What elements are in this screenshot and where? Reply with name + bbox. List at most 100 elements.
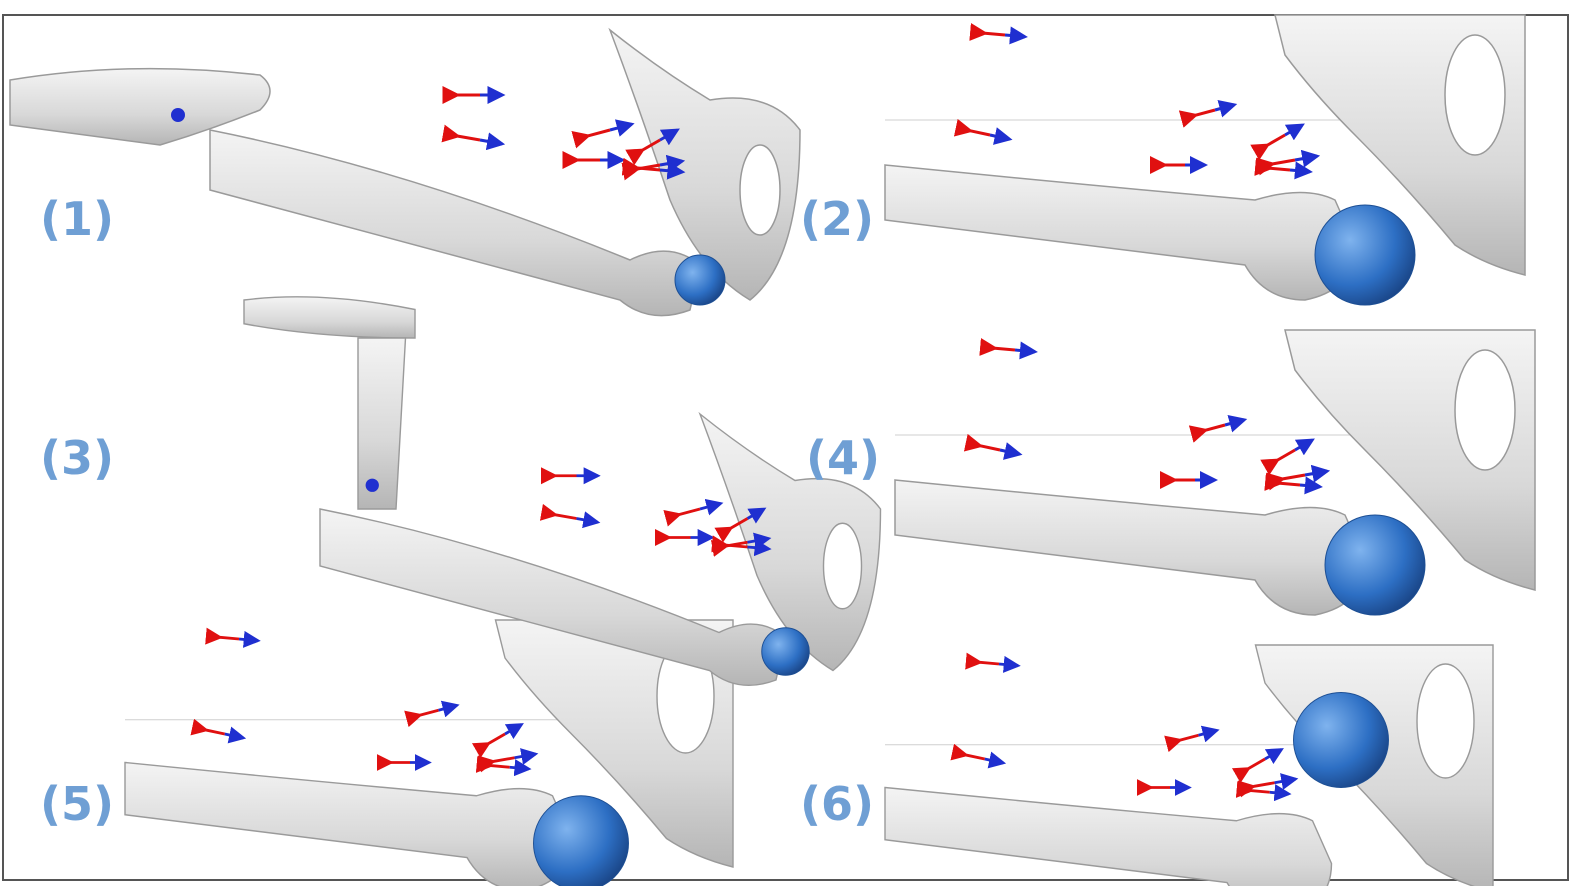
femoral-head (674, 254, 726, 306)
foot (243, 296, 416, 339)
force-arrow-red (963, 433, 1001, 452)
force-arrow-blue (238, 630, 261, 648)
force-arrow-blue (1014, 341, 1038, 360)
force-arrow-red (1264, 472, 1301, 491)
force-arrow-blue (438, 700, 460, 718)
force-arrow-red (1254, 157, 1291, 176)
femur (319, 508, 787, 686)
pelvis-hole (739, 144, 781, 236)
force-arrow-red (471, 732, 506, 759)
force-arrow-red (1178, 108, 1216, 128)
force-arrow-red (475, 755, 510, 773)
force-arrow-red (714, 517, 749, 543)
force-arrow-blue (224, 726, 247, 744)
ankle-marker (171, 108, 185, 122)
force-arrow-red (1256, 157, 1296, 176)
force-arrow-blue (1304, 464, 1331, 483)
pelvis-hole (1454, 349, 1516, 471)
force-arrow-red (950, 743, 986, 761)
femur (884, 164, 1356, 301)
pelvis-hole (1444, 34, 1506, 156)
force-arrow-red (953, 118, 991, 137)
force-arrow-blue (747, 539, 772, 557)
force-arrow-red (477, 755, 515, 773)
panel-label: (5) (40, 777, 114, 831)
force-arrow-red (1188, 423, 1226, 443)
force-arrow-red (621, 157, 661, 176)
femoral-head (1324, 514, 1426, 616)
force-arrow-blue (1198, 725, 1220, 743)
force-arrow-blue (659, 161, 686, 180)
panel (884, 644, 1494, 886)
force-arrow-blue (659, 128, 680, 146)
femoral-head (761, 627, 810, 676)
panel-label: (6) (800, 777, 874, 831)
force-arrow-red (1235, 780, 1270, 798)
force-arrow-blue (504, 723, 524, 740)
force-arrow-red (404, 708, 439, 728)
force-arrow-red (1250, 133, 1286, 161)
force-arrow-blue (1299, 476, 1323, 495)
panel (884, 14, 1526, 306)
force-arrow-blue (699, 498, 724, 516)
femur (894, 479, 1366, 616)
force-arrow-blue (1274, 773, 1299, 790)
force-arrow-blue (1214, 100, 1238, 118)
force-arrow-red (1231, 757, 1266, 784)
force-arrow-blue (479, 132, 506, 151)
force-arrow-blue (1264, 748, 1284, 765)
force-arrow-red (965, 652, 1000, 670)
pelvis-hole (1416, 663, 1475, 779)
force-arrow-blue (514, 748, 539, 765)
force-arrow-red (625, 138, 661, 166)
force-arrow-blue (1004, 26, 1028, 45)
femur (124, 761, 573, 886)
force-arrow-blue (1294, 438, 1315, 456)
foot (9, 67, 271, 146)
femur (209, 129, 701, 317)
force-arrow-blue (746, 507, 767, 524)
force-arrow-red (979, 337, 1016, 356)
force-arrow-red (1260, 448, 1296, 476)
drawings (9, 14, 1536, 886)
panel-label: (4) (806, 431, 880, 485)
force-arrow-blue (1269, 784, 1292, 802)
force-arrow-blue (998, 655, 1021, 673)
panel (124, 619, 734, 886)
tibia (357, 337, 407, 510)
force-arrow-red (205, 627, 240, 645)
force-arrow-blue (999, 442, 1023, 460)
force-arrow-blue (984, 751, 1007, 769)
femoral-head (1314, 204, 1416, 306)
force-arrow-blue (1289, 161, 1313, 180)
force-arrow-blue (609, 119, 635, 137)
pelvis-hole (822, 522, 863, 610)
force-arrow-blue (1224, 415, 1248, 433)
ankle-marker (365, 478, 379, 492)
panel-label: (3) (40, 431, 114, 485)
panel (894, 329, 1536, 616)
force-arrow-blue (1294, 149, 1321, 168)
force-arrow-red (441, 124, 481, 143)
panel (9, 27, 801, 317)
force-arrow-red (1266, 472, 1306, 491)
force-arrow-red (190, 718, 226, 736)
force-arrow-blue (1284, 123, 1305, 141)
panel-label: (1) (40, 192, 114, 246)
femur (884, 786, 1333, 886)
force-arrow-blue (989, 127, 1013, 145)
femoral-head (533, 795, 629, 886)
force-arrow-red (1237, 780, 1275, 798)
force-arrow-red (969, 22, 1006, 41)
femoral-head (1293, 692, 1389, 788)
panel-label: (2) (800, 192, 874, 246)
force-arrow-red (711, 535, 748, 553)
force-arrow-red (571, 128, 611, 149)
force-arrow-blue (576, 511, 601, 529)
force-arrow-red (663, 507, 701, 527)
force-arrow-red (539, 503, 577, 521)
panel (243, 296, 882, 686)
force-arrow-blue (509, 759, 532, 777)
